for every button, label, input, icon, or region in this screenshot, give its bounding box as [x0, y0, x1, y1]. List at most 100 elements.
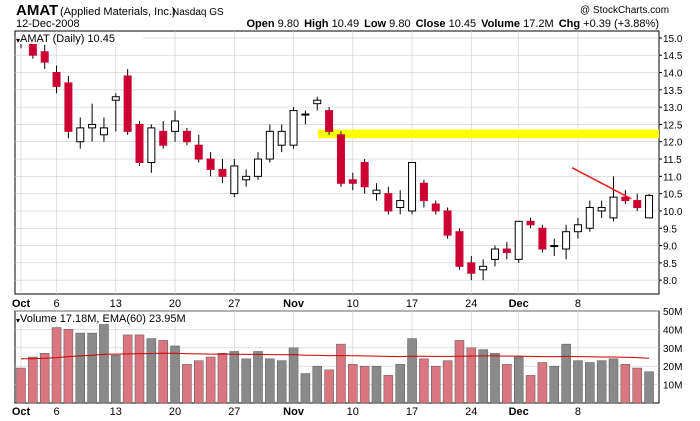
candle-body-down: [123, 75, 132, 132]
candle: [99, 117, 108, 142]
candle: [609, 176, 618, 222]
price-x-label: 8: [575, 298, 581, 310]
candle-body-down: [443, 210, 452, 236]
price-x-label: 20: [169, 298, 181, 310]
candle: [242, 169, 251, 187]
volume-bar: [336, 343, 346, 404]
stat-label: Low: [364, 18, 389, 30]
candle: [585, 200, 594, 232]
price-legend: AMAT (Daily) 10.45: [20, 33, 115, 45]
price-grid: [15, 31, 659, 294]
stat-value: +0.39 (+3.88%): [583, 18, 659, 30]
volume-bar: [632, 367, 642, 404]
candle: [502, 242, 511, 260]
price-tick-label: 11.5: [663, 155, 682, 166]
volume-x-labels: Oct 6 13 20 27 Nov 10 17 24 Dec 8: [12, 406, 581, 418]
volume-bar: [513, 356, 524, 404]
volume-legend-bg: [17, 312, 209, 324]
candle: [64, 75, 73, 139]
volume-x-label: 10: [347, 406, 359, 418]
candle: [645, 193, 654, 219]
volume-x-label: 13: [110, 406, 122, 418]
volume-bar: [442, 360, 453, 404]
volume-bar: [158, 340, 168, 404]
volume-bar: [28, 356, 38, 404]
volume-bar: [146, 338, 157, 404]
candle-body-down: [218, 168, 227, 177]
volume-y-ticks: 50M 40M 30M 20M 10M: [663, 307, 682, 392]
volume-bar: [16, 367, 26, 404]
volume-tick-label: 40M: [663, 325, 682, 336]
chart-date: 12-Dec-2008: [16, 18, 80, 30]
candle-body-down: [526, 220, 535, 226]
copyright: @ StockCharts.com: [580, 5, 669, 16]
volume-bar: [253, 351, 263, 404]
stat-value: 10.45: [449, 18, 477, 30]
volume-bar: [205, 356, 216, 404]
price-tick-label: 9.5: [663, 224, 677, 235]
candle-body-down: [325, 110, 334, 132]
candle-body-up: [242, 175, 251, 181]
stat-label: High: [304, 18, 332, 30]
volume-bar: [502, 364, 512, 404]
candle-body-down: [159, 130, 168, 146]
candle-body-up: [171, 120, 180, 132]
candle-body-down: [52, 72, 61, 87]
price-tick-label: 14.5: [663, 51, 683, 62]
candle: [514, 220, 523, 263]
candle-body-down: [206, 158, 215, 170]
candle-body-down: [135, 123, 144, 163]
candle: [384, 186, 393, 215]
price-x-label: Dec: [509, 298, 529, 310]
candle-body-up: [408, 162, 417, 212]
volume-legend: Volume 17.18M, EMA(60) 23.95M: [20, 313, 186, 325]
candle-body-down: [538, 227, 547, 250]
candle-body-down: [419, 182, 428, 202]
volume-bar: [39, 353, 50, 404]
candle-body-up: [491, 248, 499, 260]
candle-body-up: [313, 99, 322, 105]
candle: [491, 245, 499, 267]
volume-bar: [431, 365, 441, 404]
candle: [313, 96, 322, 111]
candle: [254, 152, 262, 180]
candle-body-up: [230, 165, 239, 195]
volume-bar: [265, 358, 275, 404]
candle-body-up: [111, 96, 120, 101]
price-x-label: 6: [53, 298, 59, 310]
candle-body-up: [289, 110, 298, 146]
volume-bar: [229, 351, 240, 404]
volume-bar: [87, 332, 97, 404]
volume-x-label: 6: [53, 406, 59, 418]
price-tick-label: 12.5: [663, 120, 683, 131]
candle: [573, 217, 582, 239]
volume-x-label: 27: [228, 406, 240, 418]
price-tick-label: 13.0: [663, 103, 683, 114]
highlight-band: [318, 129, 659, 139]
volume-bar: [122, 334, 133, 404]
volume-bar: [454, 340, 465, 404]
candle: [218, 159, 227, 184]
price-tick-label: 10.0: [663, 207, 683, 218]
volume-bars: [16, 314, 654, 404]
volume-bar: [395, 364, 405, 404]
candle: [289, 107, 298, 149]
candle: [135, 120, 144, 166]
resistance-highlight: [318, 129, 659, 139]
volume-bar: [217, 353, 228, 404]
candle: [396, 190, 405, 215]
down-trendline: [571, 166, 632, 200]
volume-x-label: 17: [406, 406, 418, 418]
candle: [467, 255, 476, 281]
volume-bar: [407, 338, 417, 404]
price-tick-label: 11.0: [663, 172, 682, 183]
volume-bar: [620, 364, 631, 404]
price-legend-bg: [17, 32, 143, 44]
candles: [17, 34, 654, 281]
volume-bar: [419, 358, 429, 404]
volume-x-label: Nov: [283, 406, 305, 418]
volume-bar: [608, 358, 619, 404]
candle-body-down: [633, 200, 642, 208]
volume-bar: [276, 360, 287, 404]
volume-bar: [573, 360, 583, 404]
